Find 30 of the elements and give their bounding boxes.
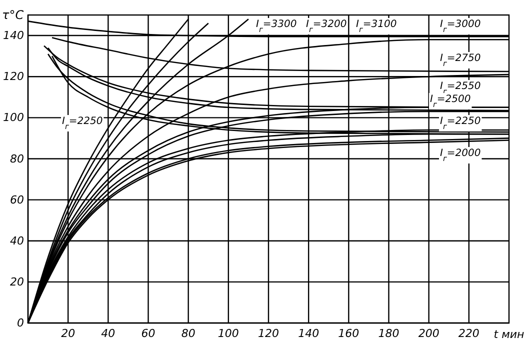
x-tick-label: 200 <box>418 326 440 340</box>
annotation: I$_{г}$=3100 <box>356 19 397 34</box>
y-tick-label: 60 <box>10 193 24 206</box>
x-tick-label: 220 <box>458 326 480 340</box>
x-tick-label: 160 <box>338 326 360 340</box>
y-tick-label: 100 <box>3 111 24 124</box>
x-tick-label: 100 <box>218 326 239 340</box>
y-tick-label: 0 <box>17 316 24 330</box>
annotation: I$_{г}$=2500 <box>430 94 471 108</box>
y-tick-label: 20 <box>10 275 24 288</box>
annotation: I$_{г}$=3200 <box>306 19 347 34</box>
annotation: I$_{г}$=2000 <box>440 148 481 162</box>
annotation: I$_{г}$=2250 <box>62 116 103 130</box>
y-tick-label: 40 <box>10 234 24 248</box>
x-tick-label: 120 <box>258 326 279 340</box>
x-tick-label: 60 <box>141 326 156 340</box>
annotation: I$_{г}$=3000 <box>440 19 481 34</box>
annotation: I$_{г}$=2250 <box>440 116 481 130</box>
x-tick-label: 80 <box>181 326 196 340</box>
y-tick-label: 120 <box>3 70 24 84</box>
x-tick-label: 140 <box>298 326 320 340</box>
x-tick-label: 40 <box>101 326 116 340</box>
y-tick-label: 140 <box>3 29 24 42</box>
x-tick-label: 180 <box>378 326 400 340</box>
x-axis-title: t мин <box>494 328 524 341</box>
y-axis-title: τ°C <box>2 8 24 22</box>
y-tick-label: 80 <box>10 152 24 166</box>
annotation: I$_{г}$=3300 <box>256 19 297 34</box>
annotation: I$_{г}$=2750 <box>440 53 481 68</box>
x-tick-label: 20 <box>61 326 76 340</box>
